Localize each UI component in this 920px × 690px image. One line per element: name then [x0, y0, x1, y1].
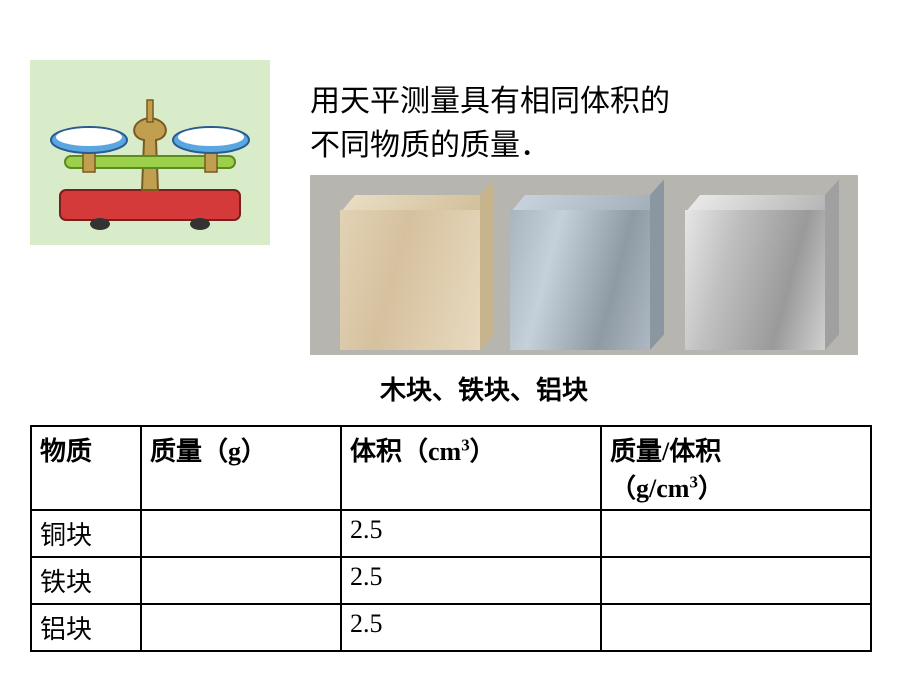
table-row: 铁块 2.5 [31, 557, 871, 604]
cubes-caption: 木块、铁块、铝块 [380, 370, 588, 407]
header-substance: 物质 [31, 426, 141, 510]
header-volume: 体积（cm3） [341, 426, 601, 510]
density-table: 物质 质量（g） 体积（cm3） 质量/体积（g/cm3） 铜块 2.5 铁块 … [30, 425, 872, 652]
cell-density [601, 557, 871, 604]
heading-text: 用天平测量具有相同体积的 不同物质的质量． [310, 80, 670, 168]
header-mass: 质量（g） [141, 426, 341, 510]
header-density: 质量/体积（g/cm3） [601, 426, 871, 510]
cubes-photo [310, 175, 858, 355]
cell-mass [141, 557, 341, 604]
cube-wood-face [340, 210, 480, 350]
cell-volume: 2.5 [341, 557, 601, 604]
cell-substance: 铝块 [31, 604, 141, 651]
cell-substance: 铁块 [31, 557, 141, 604]
cube-aluminum-face [685, 210, 825, 350]
cell-mass [141, 604, 341, 651]
cube-iron-face [510, 210, 650, 350]
cube-wood-side [480, 179, 494, 350]
table-row: 铝块 2.5 [31, 604, 871, 651]
table-row: 铜块 2.5 [31, 510, 871, 557]
heading-line-1: 用天平测量具有相同体积的 [310, 80, 670, 124]
heading-line-2: 不同物质的质量． [310, 124, 670, 168]
cube-iron-side [650, 179, 664, 350]
cell-volume: 2.5 [341, 510, 601, 557]
cube-aluminum-side [825, 179, 839, 350]
cell-density [601, 604, 871, 651]
cell-density [601, 510, 871, 557]
cell-mass [141, 510, 341, 557]
cell-substance: 铜块 [31, 510, 141, 557]
balance-scale-svg [30, 60, 270, 245]
balance-scale-illustration [30, 60, 270, 245]
cell-volume: 2.5 [341, 604, 601, 651]
table-header-row: 物质 质量（g） 体积（cm3） 质量/体积（g/cm3） [31, 426, 871, 510]
